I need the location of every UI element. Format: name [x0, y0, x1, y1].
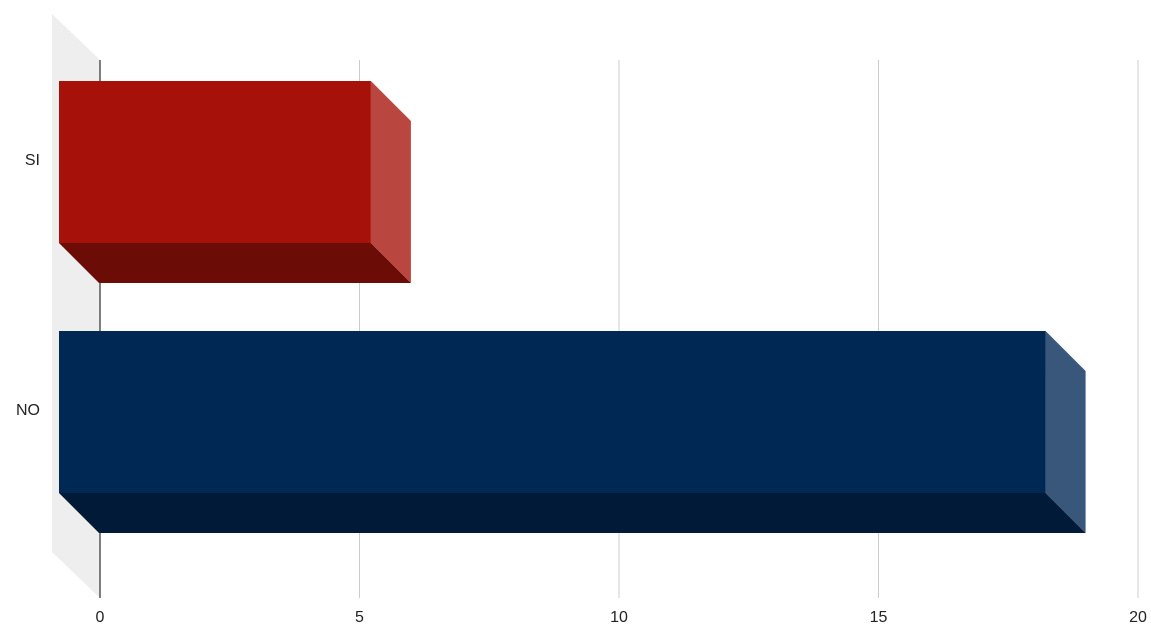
bar-bottom-face — [59, 243, 411, 283]
bar-front-face — [59, 81, 371, 243]
x-tick-label: 20 — [1129, 609, 1147, 626]
x-axis-tick-labels: 0 5 10 15 20 — [96, 609, 1147, 626]
x-tick-label: 5 — [355, 609, 364, 626]
bars — [59, 81, 1086, 533]
category-label-no: NO — [16, 402, 40, 419]
x-tick-label: 0 — [96, 609, 105, 626]
bar-no — [59, 331, 1086, 533]
bar-bottom-face — [59, 493, 1086, 533]
category-label-si: SI — [25, 152, 40, 169]
bar-front-face — [59, 331, 1046, 493]
bar-side-face — [1045, 331, 1086, 533]
x-tick-label: 15 — [870, 609, 888, 626]
bar-si — [59, 81, 411, 283]
y-axis-category-labels: SI NO — [16, 152, 40, 419]
bar-side-face — [370, 81, 411, 283]
x-tick-label: 10 — [610, 609, 628, 626]
